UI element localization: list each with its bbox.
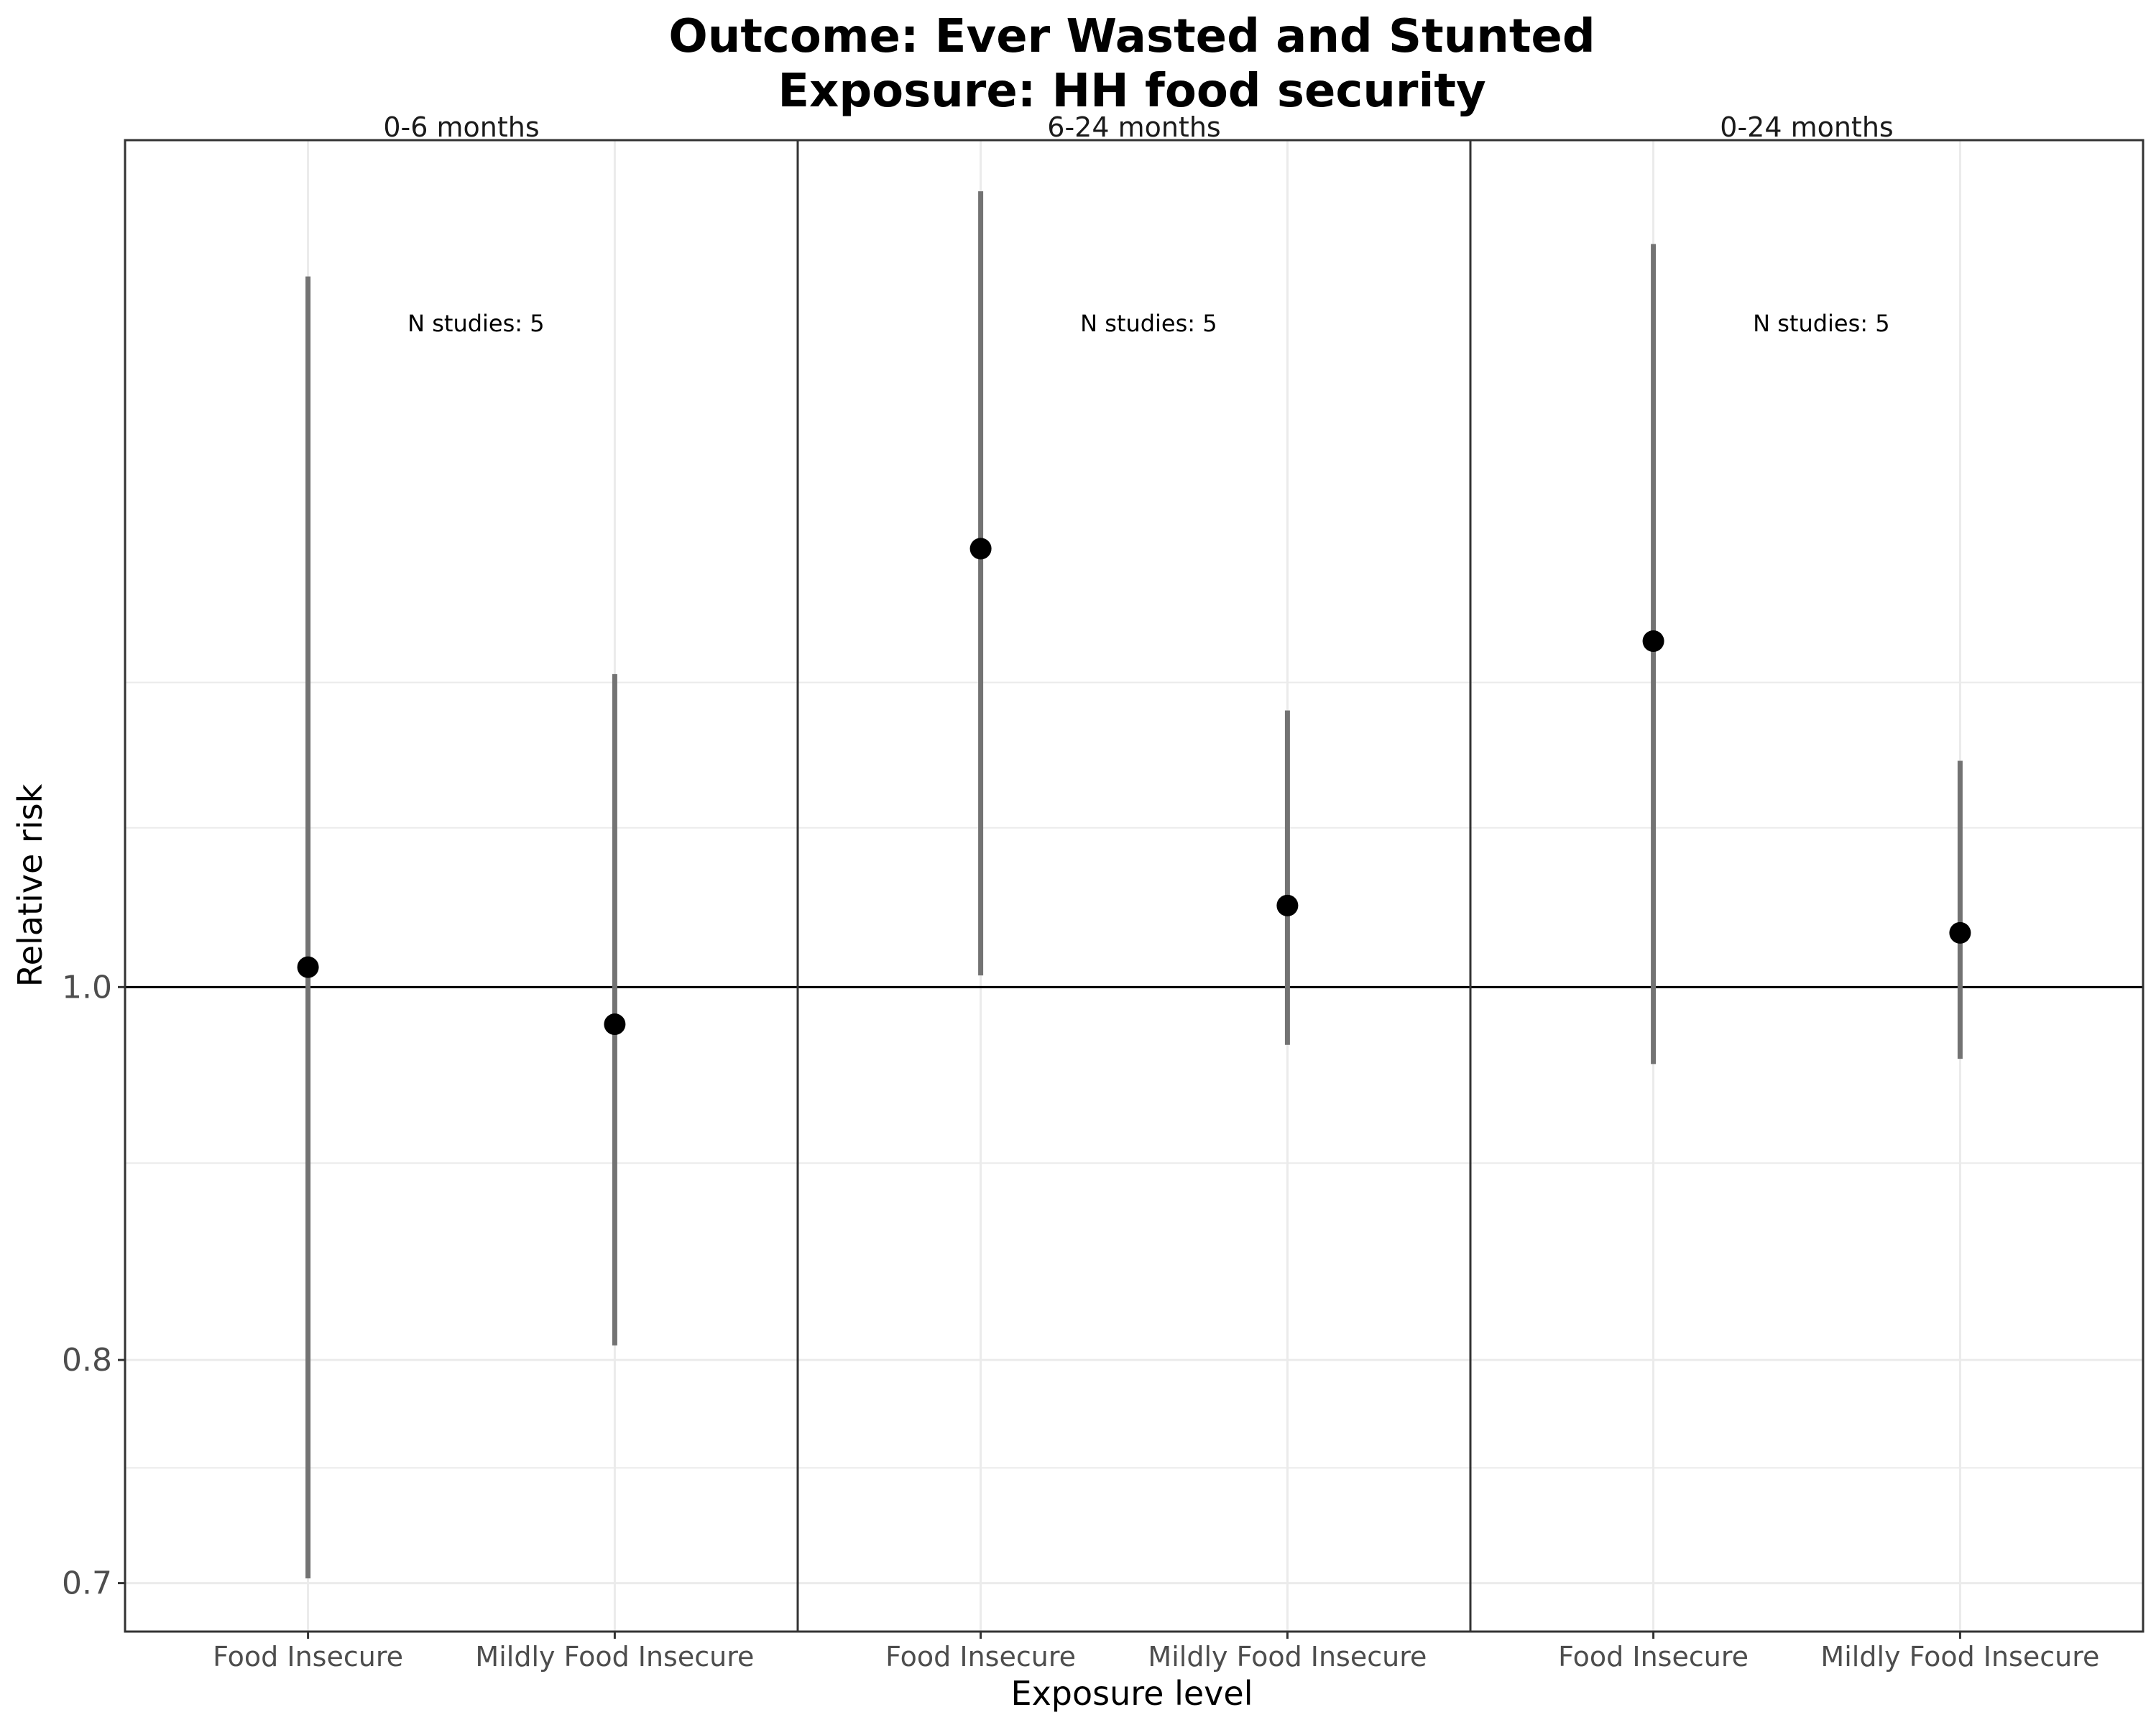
estimate-point [1276,894,1299,916]
n-studies-annotation: N studies: 5 [1080,310,1217,337]
x-tick-label: Mildly Food Insecure [1820,1641,2099,1673]
estimate-point [1642,630,1664,653]
chart-title-line-1: Outcome: Ever Wasted and Stunted [668,10,1595,63]
y-axis-title: Relative risk [11,783,50,987]
estimate-point [969,538,992,560]
x-axis-title: Exposure level [1011,1674,1253,1713]
estimate-point [1949,921,1971,944]
y-tick-label: 0.7 [62,1565,112,1602]
plot-background [125,140,2143,1632]
chart-title-line-2: Exposure: HH food security [778,65,1485,118]
x-tick-label: Food Insecure [213,1641,403,1673]
x-tick-label: Mildly Food Insecure [1148,1641,1427,1673]
panel-label: 0-24 months [1720,111,1893,143]
estimate-point [297,956,319,978]
y-tick-label: 0.8 [62,1342,112,1379]
plot-area: 0-6 months N studies: 5 Food Insecure Mildl… [62,111,2145,1673]
estimate-point [604,1013,626,1036]
x-tick-label: Food Insecure [1558,1641,1749,1673]
panel-label: 0-6 months [383,111,539,143]
y-tick-label: 1.0 [62,969,112,1006]
panel-border [1469,139,2145,1633]
x-tick-label: Mildly Food Insecure [475,1641,754,1673]
panel-label: 6-24 months [1047,111,1220,143]
n-studies-annotation: N studies: 5 [1753,310,1889,337]
n-studies-annotation: N studies: 5 [407,310,544,337]
x-tick-label: Food Insecure [885,1641,1076,1673]
